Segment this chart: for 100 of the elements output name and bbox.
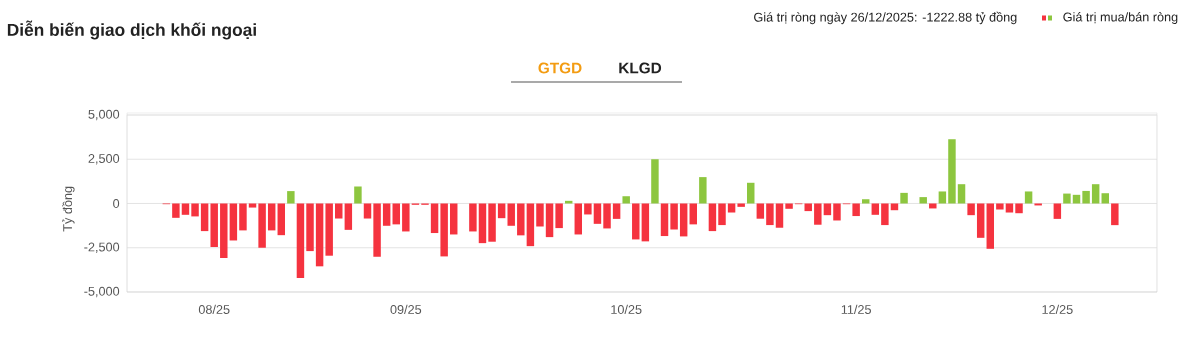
bar [852, 203, 860, 217]
bar [172, 203, 180, 218]
bar [277, 203, 286, 236]
bar [996, 203, 1004, 210]
bar [229, 203, 238, 241]
bar [775, 203, 784, 228]
bar [756, 203, 765, 219]
bar [871, 203, 880, 215]
bar [363, 203, 372, 219]
x-tick-label: 09/25 [390, 304, 422, 314]
bar [814, 203, 822, 225]
bar [488, 203, 496, 242]
bar [632, 203, 640, 240]
bar [469, 203, 477, 232]
bar [881, 203, 889, 226]
bar [593, 203, 602, 224]
y-tick-label: -5,000 [84, 286, 120, 298]
y-tick-label: -2,500 [84, 242, 120, 253]
bar [823, 203, 832, 216]
bar [660, 203, 669, 237]
bar [220, 203, 228, 258]
x-tick-label: 10/25 [611, 304, 642, 314]
bar [890, 203, 899, 211]
bar [967, 203, 975, 216]
bar [1053, 203, 1062, 219]
bar [344, 203, 353, 230]
bar [335, 203, 343, 219]
bar [517, 203, 525, 236]
bar [450, 203, 458, 235]
bar [1091, 184, 1100, 204]
bar [584, 203, 592, 215]
bar [392, 203, 400, 225]
bar [919, 197, 927, 204]
bar [507, 203, 515, 226]
bar [200, 203, 209, 232]
legend-label: Giá trị mua/bán ròng [1063, 12, 1178, 24]
bar [766, 203, 774, 226]
bar [900, 192, 908, 204]
y-tick-label: 2,500 [88, 154, 120, 165]
bar [699, 177, 707, 204]
x-tick-label: 08/25 [198, 304, 230, 314]
bar [258, 203, 266, 248]
bar [373, 203, 381, 257]
bar [181, 203, 190, 215]
y-tick-label: 5,000 [88, 109, 120, 121]
bar [210, 203, 218, 248]
bar [536, 203, 544, 227]
bar [191, 203, 199, 217]
text: GTGD [538, 62, 582, 74]
bar [641, 203, 650, 242]
bar [929, 203, 937, 209]
bar [315, 203, 324, 267]
bar [708, 203, 717, 232]
x-tick-label: 11/25 [841, 304, 871, 314]
bar [555, 203, 563, 229]
bar [306, 203, 314, 252]
x-tick-label: 12/25 [1042, 304, 1073, 314]
bar [833, 203, 841, 221]
y-tick-label: 0 [113, 199, 120, 208]
bar [478, 203, 487, 244]
text: KLGD [619, 62, 662, 74]
bar [382, 203, 391, 226]
bar [938, 191, 947, 204]
bar [785, 203, 793, 209]
bar [354, 186, 362, 204]
bar [957, 184, 966, 204]
bar [622, 196, 630, 204]
bar [497, 203, 506, 219]
bar [440, 203, 448, 257]
bar [804, 203, 812, 212]
bar [986, 203, 995, 249]
bar [651, 159, 659, 204]
bar [267, 203, 276, 231]
bar [1063, 193, 1071, 204]
bar [526, 203, 535, 247]
bar [1015, 203, 1023, 214]
bar [603, 203, 611, 229]
bar [239, 203, 247, 231]
bar [1005, 203, 1014, 213]
bar [296, 203, 305, 278]
bar [325, 203, 333, 256]
bar [574, 203, 583, 235]
bar [689, 203, 697, 225]
bar [1082, 190, 1090, 204]
bar [747, 182, 755, 204]
bar [948, 139, 956, 204]
bar [287, 191, 295, 204]
bar [718, 203, 726, 226]
text: Giá trị ròng ngày 26/12/2025: -1222.88 tỷ đồng [754, 11, 1017, 25]
bar [1024, 191, 1033, 204]
bar [976, 203, 985, 238]
bar [670, 203, 678, 230]
bar [402, 203, 410, 232]
bar [737, 203, 745, 207]
bar [545, 203, 554, 238]
bar [1111, 203, 1119, 226]
chart-title: Diễn biến giao dịch khối ngoại [7, 20, 256, 40]
y-axis-title: Tỷ đồng [62, 186, 75, 232]
bar [248, 203, 257, 208]
bar [612, 203, 621, 219]
